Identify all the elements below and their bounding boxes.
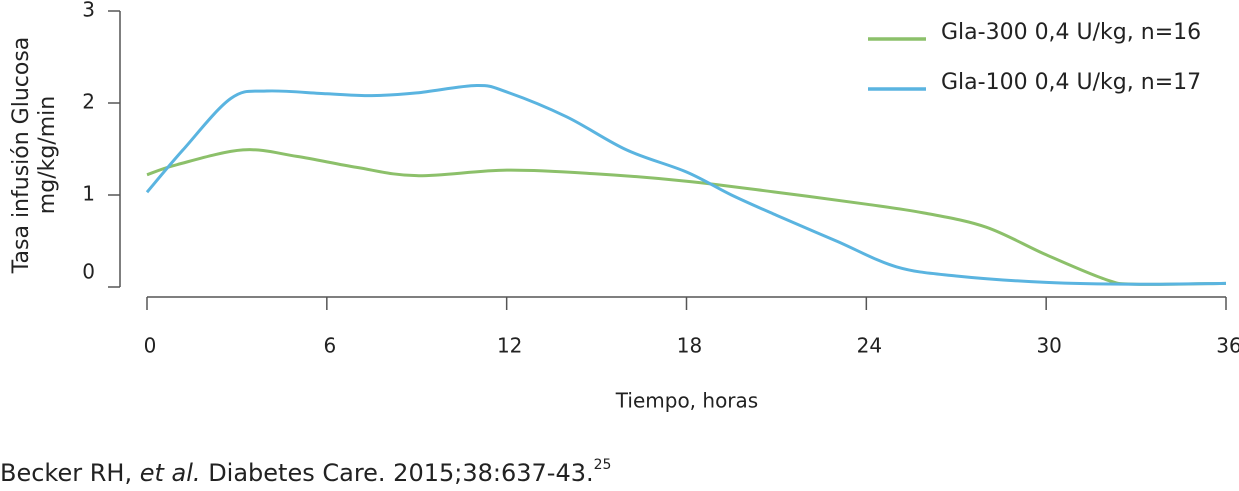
- x-tick-label: 36: [1216, 334, 1239, 358]
- x-tick-label: 6: [323, 334, 336, 358]
- x-tick-label: 30: [1036, 334, 1061, 358]
- x-tick-label: 24: [857, 334, 882, 358]
- line: [146, 148, 1227, 286]
- x-tick-label: 18: [677, 334, 702, 358]
- source-ref: 25: [594, 457, 612, 473]
- y-axis-title: mg/kg/min: [35, 96, 60, 214]
- y-tick-label: 1: [82, 182, 95, 206]
- x-tick-label: 0: [144, 334, 157, 358]
- y-tick-label: 0: [82, 260, 95, 284]
- source-author: Becker RH,: [0, 459, 132, 487]
- x-tick-label: 12: [497, 334, 522, 358]
- source-etal: et al.: [140, 459, 201, 487]
- legend-label: Gla-300 0,4 U/kg, n=16: [941, 20, 1201, 45]
- y-tick-label: 3: [82, 0, 95, 22]
- y-tick-label: 2: [82, 90, 95, 114]
- y-axis-title: Tasa infusión Glucosa: [9, 37, 34, 275]
- x-axis-title: Tiempo, horas: [615, 389, 758, 413]
- line: [145, 84, 1227, 286]
- source-journal: Diabetes Care. 2015;38:637-43.: [208, 459, 593, 487]
- legend-label: Gla-100 0,4 U/kg, n=17: [941, 70, 1201, 95]
- source: Becker RH, et al. Diabetes Care. 2015;38…: [0, 457, 611, 487]
